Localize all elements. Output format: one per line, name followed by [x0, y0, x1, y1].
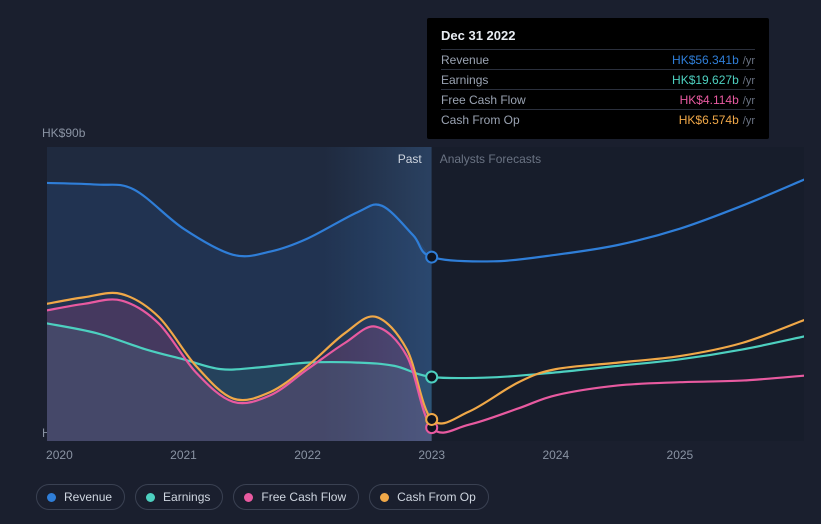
legend-toggle-cfo[interactable]: Cash From Op — [369, 484, 489, 510]
y-axis-top-label: HK$90b — [42, 126, 85, 140]
tooltip-metric-label: Cash From Op — [441, 113, 520, 127]
legend-dot-icon — [47, 493, 56, 502]
x-axis-tick: 2021 — [170, 448, 197, 462]
plot-area[interactable] — [47, 147, 804, 441]
legend-label: Earnings — [163, 490, 210, 504]
tooltip-row: Cash From Op HK$6.574b/yr — [441, 110, 755, 129]
tooltip-row: Free Cash Flow HK$4.114b/yr — [441, 90, 755, 110]
legend-label: Cash From Op — [397, 490, 476, 504]
legend-label: Free Cash Flow — [261, 490, 346, 504]
legend-label: Revenue — [64, 490, 112, 504]
financial-chart: Dec 31 2022 Revenue HK$56.341b/yr Earnings… — [18, 0, 821, 524]
legend-toggle-earnings[interactable]: Earnings — [135, 484, 223, 510]
legend-toggle-fcf[interactable]: Free Cash Flow — [233, 484, 359, 510]
tooltip-metric-value: HK$56.341b/yr — [672, 53, 755, 67]
x-axis: 2020 2021 2022 2023 2024 2025 — [47, 448, 804, 464]
tooltip-metric-value: HK$4.114b/yr — [680, 93, 755, 107]
x-axis-tick: 2020 — [46, 448, 73, 462]
x-axis-tick: 2024 — [542, 448, 569, 462]
tooltip-metric-label: Free Cash Flow — [441, 93, 526, 107]
chart-legend: Revenue Earnings Free Cash Flow Cash From O… — [36, 484, 489, 510]
chart-tooltip: Dec 31 2022 Revenue HK$56.341b/yr Earnings… — [427, 18, 769, 139]
chart-svg — [47, 147, 804, 441]
tooltip-row: Earnings HK$19.627b/yr — [441, 70, 755, 90]
tooltip-row: Revenue HK$56.341b/yr — [441, 50, 755, 70]
tooltip-date: Dec 31 2022 — [441, 28, 755, 50]
tooltip-metric-value: HK$6.574b/yr — [679, 113, 755, 127]
legend-dot-icon — [244, 493, 253, 502]
x-axis-tick: 2025 — [667, 448, 694, 462]
x-axis-tick: 2023 — [418, 448, 445, 462]
tooltip-metric-label: Revenue — [441, 53, 489, 67]
tooltip-metric-label: Earnings — [441, 73, 488, 87]
legend-dot-icon — [380, 493, 389, 502]
legend-dot-icon — [146, 493, 155, 502]
tooltip-metric-value: HK$19.627b/yr — [672, 73, 755, 87]
x-axis-tick: 2022 — [294, 448, 321, 462]
legend-toggle-revenue[interactable]: Revenue — [36, 484, 125, 510]
